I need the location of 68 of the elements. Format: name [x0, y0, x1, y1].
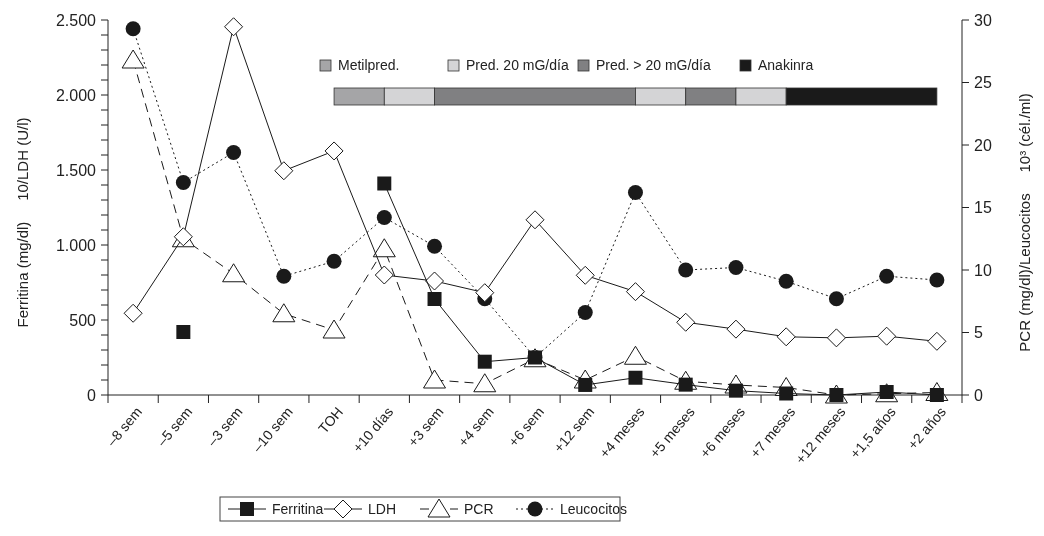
point [477, 354, 492, 369]
point [326, 253, 342, 269]
point [272, 303, 296, 323]
point [372, 238, 396, 258]
point [778, 273, 794, 289]
legend-label: LDH [368, 500, 397, 517]
legend-label: Leucocitos [560, 500, 627, 517]
point [929, 272, 945, 288]
point [776, 327, 796, 347]
point [175, 175, 191, 190]
y-axis-title: Ferritina (mg/dl) 10/LDH (U/l) [14, 117, 31, 328]
point [826, 328, 846, 348]
point [927, 331, 947, 351]
point [224, 17, 244, 37]
point [728, 260, 744, 275]
y2-axis-title: PCR (mg/dl)/Leucocitos 10³ (cél./ml) [1016, 93, 1033, 352]
point [425, 271, 445, 291]
point [176, 325, 191, 339]
y-tick-label: 2.000 [55, 86, 97, 104]
y-tick-label: 2.500 [55, 11, 97, 29]
point [877, 326, 897, 346]
point [125, 21, 141, 37]
point [274, 161, 294, 181]
y2-tick-label: 25 [974, 74, 992, 92]
y-tick-label: 1.500 [55, 161, 97, 179]
y2-tick-label: 30 [974, 11, 992, 29]
point [678, 262, 694, 278]
point [377, 176, 392, 191]
point [322, 319, 346, 339]
y2-tick-label: 15 [974, 199, 992, 217]
y-tick-label: 1.000 [55, 236, 97, 254]
point [276, 268, 292, 284]
point [525, 210, 545, 230]
legend-label: Pred. > 20 mG/día [596, 57, 711, 73]
point [475, 283, 495, 303]
point [374, 265, 394, 285]
x-tick-label: +10 días [349, 403, 397, 456]
legend-label: PCR [464, 500, 494, 517]
y2-tick-label: 5 [974, 324, 983, 342]
point [575, 265, 595, 285]
point [427, 238, 443, 254]
point [628, 370, 643, 385]
point [376, 210, 392, 225]
point [879, 268, 895, 284]
x-tick-label: +3 sem [404, 403, 447, 450]
y2-tick-label: 10 [974, 261, 992, 279]
point [623, 345, 647, 365]
y-tick-label: 500 [69, 311, 97, 329]
point [473, 373, 497, 393]
point [726, 319, 746, 339]
y2-tick-label: 0 [974, 386, 983, 404]
legend-label: Pred. 20 mG/día [466, 57, 569, 73]
point [121, 49, 145, 69]
point [676, 312, 696, 332]
y2-tick-label: 20 [974, 136, 992, 154]
x-tick-label: –3 sem [203, 403, 246, 450]
legend-label: Anakinra [758, 57, 814, 73]
point [627, 185, 643, 200]
point [625, 282, 645, 302]
point [828, 291, 844, 307]
legend-label: Metilpred. [338, 57, 400, 73]
point [423, 369, 447, 389]
point [226, 145, 242, 160]
point [427, 292, 442, 306]
point [577, 305, 593, 320]
point [222, 263, 246, 283]
y-tick-label: 0 [87, 386, 97, 404]
legend-label: Ferritina [272, 500, 324, 517]
